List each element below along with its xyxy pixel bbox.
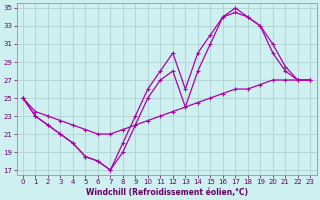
X-axis label: Windchill (Refroidissement éolien,°C): Windchill (Refroidissement éolien,°C)	[85, 188, 248, 197]
